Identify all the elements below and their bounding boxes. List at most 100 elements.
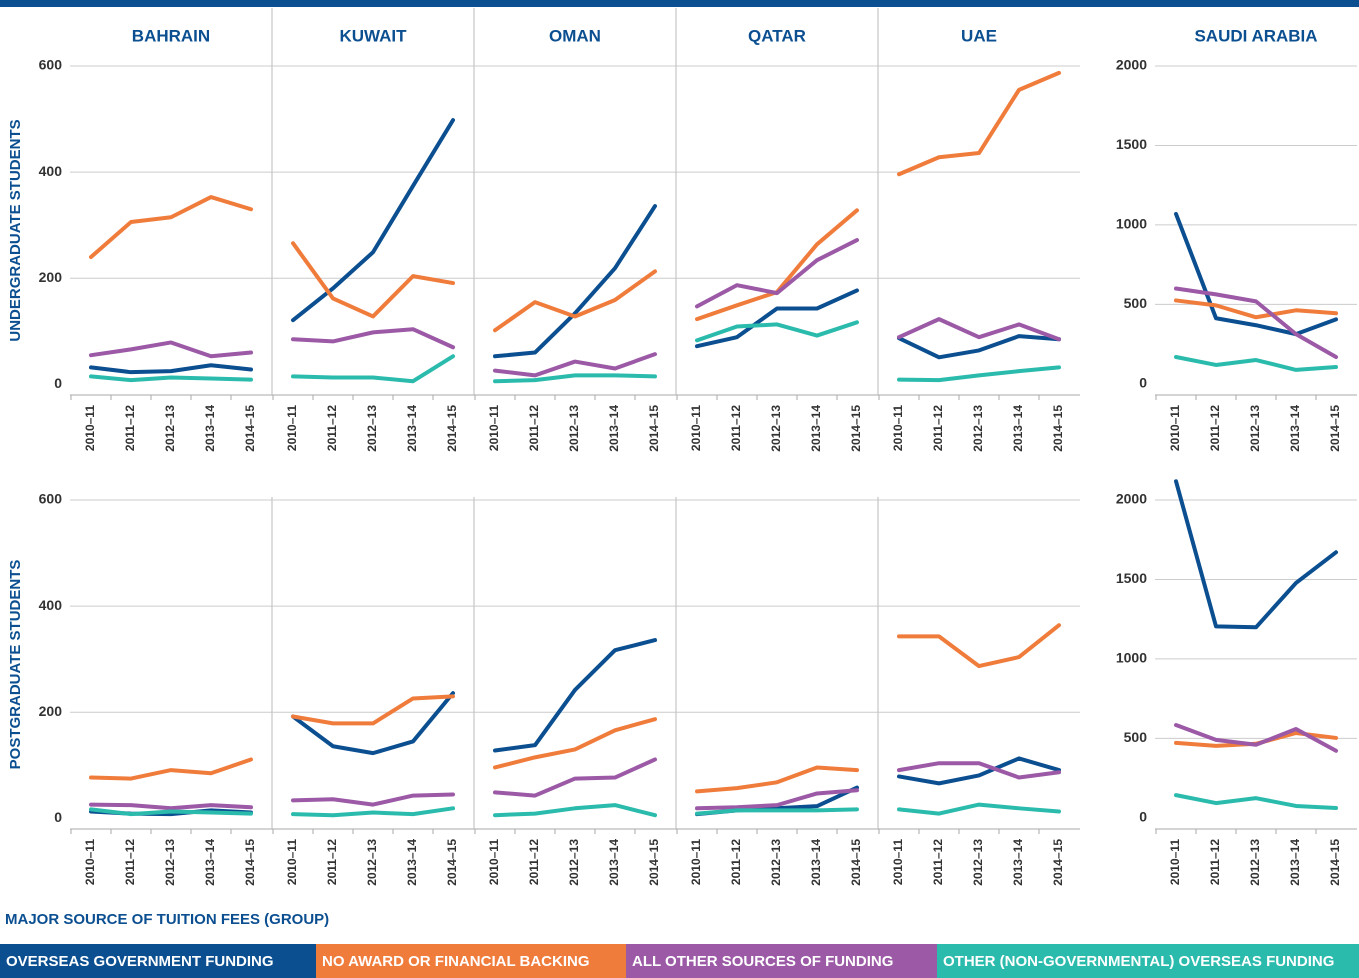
x-tick-label: 2013–14 bbox=[1011, 839, 1025, 886]
x-tick-label: 2013–14 bbox=[809, 405, 823, 452]
x-tick-label: 2010–11 bbox=[891, 839, 905, 885]
series-line bbox=[897, 334, 1061, 360]
x-tick-label: 2011–12 bbox=[931, 405, 945, 451]
series-line bbox=[493, 373, 657, 384]
x-tick-label: 2011–12 bbox=[1208, 405, 1222, 451]
series-line bbox=[89, 802, 253, 811]
x-tick-label: 2013–14 bbox=[809, 839, 823, 886]
x-tick-label: 2014–15 bbox=[1051, 839, 1065, 886]
x-tick-label: 2011–12 bbox=[729, 839, 743, 885]
x-tick-label: 2011–12 bbox=[729, 405, 743, 451]
series-line bbox=[291, 354, 455, 384]
series-line bbox=[493, 638, 657, 753]
series-line bbox=[695, 320, 859, 343]
x-tick-label: 2011–12 bbox=[325, 839, 339, 885]
series-line bbox=[493, 803, 657, 818]
x-tick-label: 2013–14 bbox=[405, 839, 419, 886]
series-line bbox=[1174, 211, 1338, 337]
series-line bbox=[897, 761, 1061, 780]
x-tick-label: 2010–11 bbox=[487, 405, 501, 451]
x-tick-label: 2014–15 bbox=[243, 839, 257, 886]
panel-title: KUWAIT bbox=[339, 26, 407, 45]
y-tick-label: 0 bbox=[1139, 809, 1147, 825]
series-line bbox=[897, 756, 1061, 786]
series-line bbox=[291, 118, 455, 323]
x-tick-label: 2014–15 bbox=[1328, 405, 1342, 452]
x-tick-label: 2012–13 bbox=[1248, 405, 1262, 452]
legend-label: OVERSEAS GOVERNMENT FUNDING bbox=[6, 953, 274, 970]
series-line bbox=[493, 352, 657, 378]
y-tick-label: 1000 bbox=[1116, 650, 1147, 666]
y-tick-label: 1500 bbox=[1116, 136, 1147, 152]
series-line bbox=[1174, 793, 1338, 811]
x-tick-label: 2010–11 bbox=[83, 839, 97, 885]
panel-title: QATAR bbox=[748, 26, 806, 45]
y-tick-label: 1500 bbox=[1116, 570, 1147, 586]
x-tick-label: 2011–12 bbox=[123, 839, 137, 885]
x-tick-label: 2013–14 bbox=[607, 405, 621, 452]
series-line bbox=[897, 802, 1061, 816]
series-line bbox=[1174, 286, 1338, 360]
x-tick-label: 2014–15 bbox=[1328, 839, 1342, 886]
panel-title: SAUDI ARABIA bbox=[1194, 26, 1317, 45]
series-line bbox=[291, 691, 455, 756]
x-tick-label: 2011–12 bbox=[1208, 839, 1222, 885]
x-tick-label: 2013–14 bbox=[607, 839, 621, 886]
series-line bbox=[1174, 723, 1338, 753]
x-tick-label: 2012–13 bbox=[163, 405, 177, 452]
legend-swatch bbox=[0, 944, 316, 978]
x-tick-label: 2011–12 bbox=[931, 839, 945, 885]
series-line bbox=[1174, 479, 1338, 630]
series-line bbox=[897, 317, 1061, 342]
series-line bbox=[695, 788, 859, 811]
legend-label: NO AWARD OR FINANCIAL BACKING bbox=[322, 953, 590, 970]
x-tick-label: 2014–15 bbox=[445, 405, 459, 452]
top-band bbox=[0, 0, 1359, 7]
series-line bbox=[1174, 355, 1338, 372]
legend-swatch bbox=[937, 944, 1359, 978]
series-line bbox=[291, 806, 455, 818]
y-tick-label: 0 bbox=[54, 809, 62, 825]
x-tick-label: 2010–11 bbox=[83, 405, 97, 451]
panel-title: BAHRAIN bbox=[132, 26, 210, 45]
x-tick-label: 2012–13 bbox=[365, 839, 379, 886]
legend-swatch bbox=[316, 944, 626, 978]
x-tick-label: 2012–13 bbox=[971, 839, 985, 886]
series-line bbox=[897, 623, 1061, 669]
x-tick-label: 2014–15 bbox=[445, 839, 459, 886]
x-tick-label: 2014–15 bbox=[243, 405, 257, 452]
y-tick-label: 2000 bbox=[1116, 491, 1147, 507]
y-axis-label: UNDERGRADUATE STUDENTS bbox=[7, 119, 24, 341]
y-tick-label: 200 bbox=[39, 703, 63, 719]
series-line bbox=[291, 327, 455, 350]
x-tick-label: 2014–15 bbox=[647, 405, 661, 452]
y-tick-label: 500 bbox=[1124, 295, 1148, 311]
series-line bbox=[89, 807, 253, 817]
panel-title: OMAN bbox=[549, 26, 601, 45]
series-line bbox=[89, 363, 253, 375]
x-tick-label: 2010–11 bbox=[689, 839, 703, 885]
x-tick-label: 2012–13 bbox=[971, 405, 985, 452]
x-tick-label: 2010–11 bbox=[487, 839, 501, 885]
x-tick-label: 2010–11 bbox=[891, 405, 905, 451]
x-tick-label: 2012–13 bbox=[769, 839, 783, 886]
x-tick-label: 2011–12 bbox=[527, 839, 541, 885]
x-tick-label: 2012–13 bbox=[567, 839, 581, 886]
x-tick-label: 2011–12 bbox=[123, 405, 137, 451]
series-line bbox=[89, 374, 253, 383]
series-line bbox=[1174, 298, 1338, 320]
series-line bbox=[695, 238, 859, 309]
x-tick-label: 2010–11 bbox=[689, 405, 703, 451]
x-tick-label: 2012–13 bbox=[567, 405, 581, 452]
series-line bbox=[493, 204, 657, 359]
series-line bbox=[493, 269, 657, 333]
series-line bbox=[695, 807, 859, 816]
x-tick-label: 2010–11 bbox=[285, 405, 299, 451]
x-tick-label: 2012–13 bbox=[163, 839, 177, 886]
series-line bbox=[89, 340, 253, 359]
y-tick-label: 500 bbox=[1124, 729, 1148, 745]
y-axis-label: POSTGRADUATE STUDENTS bbox=[7, 560, 24, 770]
series-line bbox=[89, 757, 253, 781]
x-tick-label: 2013–14 bbox=[203, 405, 217, 452]
series-line bbox=[493, 757, 657, 798]
